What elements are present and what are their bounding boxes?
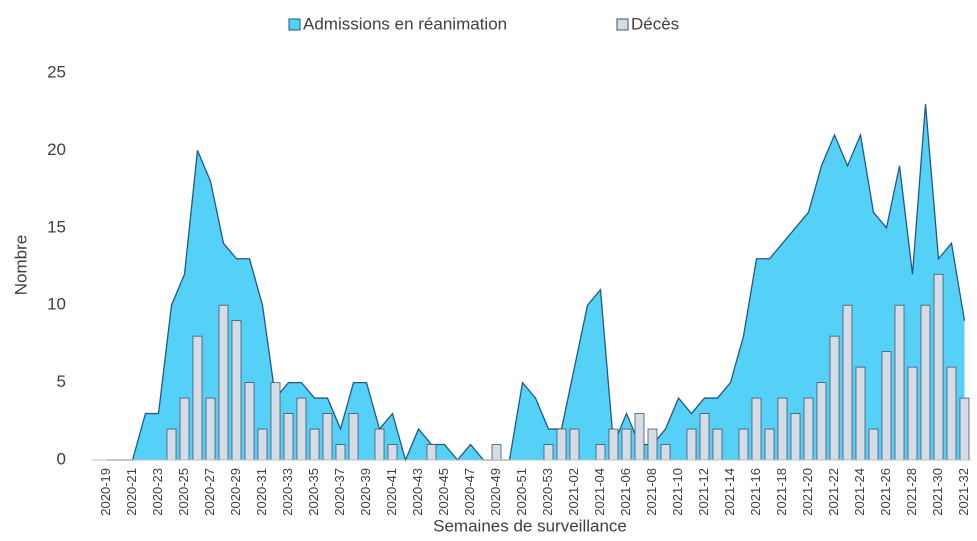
bar — [218, 304, 229, 461]
x-tick-label: 2020-37 — [332, 468, 347, 516]
x-tick-label: 2020-27 — [202, 468, 217, 516]
bar — [894, 304, 905, 461]
area-line — [106, 103, 966, 462]
bar — [231, 320, 242, 461]
x-tick-label: 2021-30 — [930, 468, 945, 516]
legend-label: Admissions en réanimation — [303, 14, 507, 33]
x-tick-label: 2021-10 — [670, 468, 685, 516]
x-tick-label: 2020-23 — [150, 468, 165, 516]
bar — [296, 397, 307, 461]
bar — [283, 413, 294, 461]
x-tick-label: 2020-53 — [540, 468, 555, 516]
bar — [868, 428, 879, 461]
x-tick-label: 2020-47 — [462, 468, 477, 516]
bar — [647, 428, 658, 461]
x-tick-label: 2020-49 — [488, 468, 503, 516]
bar — [322, 413, 333, 461]
bar — [829, 335, 840, 461]
x-tick-label: 2021-02 — [566, 468, 581, 516]
bar — [660, 444, 671, 461]
legend-label: Décès — [631, 14, 679, 33]
bar — [491, 444, 502, 461]
bar — [777, 397, 788, 461]
bar — [608, 428, 619, 461]
x-tick-label: 2021-16 — [748, 468, 763, 516]
bar — [686, 428, 697, 461]
bar — [712, 428, 723, 461]
bar — [634, 413, 645, 461]
x-tick-label: 2021-32 — [956, 468, 971, 516]
y-tick-label: 20 — [47, 140, 66, 159]
y-axis-title: Nombre — [11, 235, 30, 295]
x-tick-label: 2021-12 — [696, 468, 711, 516]
bar — [738, 428, 749, 461]
bar — [816, 382, 827, 461]
bar — [595, 444, 606, 461]
x-tick-label: 2020-41 — [384, 468, 399, 516]
legend-swatch — [288, 18, 301, 31]
bar — [764, 428, 775, 461]
x-tick-label: 2021-18 — [774, 468, 789, 516]
x-tick-label: 2020-43 — [410, 468, 425, 516]
x-tick-label: 2021-08 — [644, 468, 659, 516]
x-tick-label: 2020-35 — [306, 468, 321, 516]
x-tick-label: 2020-21 — [124, 468, 139, 516]
bar — [543, 444, 554, 461]
x-tick-label: 2020-25 — [176, 468, 191, 516]
bar — [790, 413, 801, 461]
bar — [842, 304, 853, 461]
legend-swatch — [616, 18, 629, 31]
y-tick-label: 25 — [47, 62, 66, 81]
bar — [907, 366, 918, 461]
x-tick-label: 2021-04 — [592, 468, 607, 516]
bar — [348, 413, 359, 461]
bar — [933, 273, 944, 461]
x-tick-label: 2020-29 — [228, 468, 243, 516]
x-tick-label: 2021-22 — [826, 468, 841, 516]
bar — [621, 428, 632, 461]
bar — [569, 428, 580, 461]
bar — [881, 351, 892, 461]
bar — [959, 397, 970, 461]
y-tick-label: 5 — [57, 372, 66, 391]
bar — [387, 444, 398, 461]
bar — [374, 428, 385, 461]
bar — [426, 444, 437, 461]
x-tick-label: 2021-26 — [878, 468, 893, 516]
x-tick-label: 2020-45 — [436, 468, 451, 516]
x-tick-label: 2020-51 — [514, 468, 529, 516]
x-tick-label: 2021-28 — [904, 468, 919, 516]
bar — [205, 397, 216, 461]
bar — [556, 428, 567, 461]
bar — [257, 428, 268, 461]
x-tick-label: 2020-31 — [254, 468, 269, 516]
x-tick-label: 2021-20 — [800, 468, 815, 516]
bar — [699, 413, 710, 461]
x-axis-title: Semaines de surveillance — [433, 516, 627, 535]
bar — [335, 444, 346, 461]
y-tick-label: 10 — [47, 295, 66, 314]
y-tick-label: 15 — [47, 217, 66, 236]
bar — [751, 397, 762, 461]
x-tick-label: 2020-19 — [98, 468, 113, 516]
y-tick-label: 0 — [57, 449, 66, 468]
x-tick-label: 2020-33 — [280, 468, 295, 516]
x-tick-label: 2021-14 — [722, 468, 737, 516]
bar — [309, 428, 320, 461]
bar — [270, 382, 281, 461]
bar — [179, 397, 190, 461]
bar — [855, 366, 866, 461]
bar — [244, 382, 255, 461]
bar — [192, 335, 203, 461]
bar — [946, 366, 957, 461]
x-tick-label: 2020-39 — [358, 468, 373, 516]
bar — [803, 397, 814, 461]
x-tick-label: 2021-06 — [618, 468, 633, 516]
x-tick-label: 2021-24 — [852, 468, 867, 516]
bar — [166, 428, 177, 461]
bar — [920, 304, 931, 461]
area — [106, 103, 965, 461]
